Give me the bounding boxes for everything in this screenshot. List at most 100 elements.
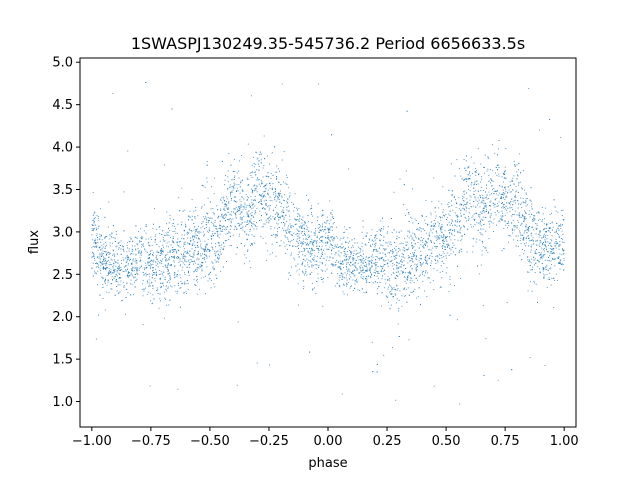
data-point	[394, 256, 396, 257]
data-point	[446, 267, 448, 269]
data-point	[513, 175, 515, 177]
data-point	[474, 171, 476, 173]
data-point	[123, 191, 125, 193]
data-point	[256, 228, 258, 230]
data-point	[449, 247, 451, 249]
data-point	[267, 194, 269, 196]
data-point	[114, 259, 115, 261]
data-point	[234, 208, 236, 210]
data-point	[503, 228, 505, 229]
data-point	[167, 231, 169, 233]
data-point	[263, 194, 265, 196]
data-point	[503, 173, 505, 175]
data-point	[483, 211, 485, 213]
data-point	[249, 213, 251, 215]
data-point	[120, 280, 122, 282]
data-point	[218, 255, 220, 257]
data-point	[530, 251, 532, 253]
data-point	[230, 245, 232, 247]
data-point	[437, 260, 439, 262]
data-point	[123, 230, 125, 232]
data-point	[421, 265, 422, 267]
data-point	[474, 219, 476, 220]
data-point	[147, 257, 149, 259]
data-point	[226, 233, 228, 234]
data-point	[328, 248, 330, 250]
data-point	[485, 247, 487, 249]
data-point	[515, 199, 516, 201]
data-point	[459, 229, 461, 231]
data-point	[297, 229, 299, 231]
data-point	[301, 224, 303, 226]
data-point	[227, 176, 229, 178]
data-point	[151, 250, 153, 252]
data-point	[384, 249, 386, 251]
data-point	[91, 234, 93, 236]
data-point	[525, 192, 527, 194]
data-point	[244, 254, 246, 256]
data-point	[96, 256, 98, 258]
data-point	[396, 268, 398, 270]
data-point	[277, 192, 279, 194]
data-point	[236, 190, 238, 191]
data-point	[350, 251, 352, 253]
data-point	[404, 250, 406, 252]
data-point	[95, 243, 96, 245]
data-point	[535, 233, 537, 235]
data-point	[270, 218, 272, 220]
data-point	[120, 240, 122, 242]
data-point	[166, 223, 167, 225]
data-point	[156, 258, 158, 260]
data-point	[310, 205, 312, 207]
data-point	[377, 288, 378, 290]
data-point	[181, 187, 183, 189]
data-point	[550, 284, 552, 286]
data-point	[169, 299, 171, 301]
data-point	[297, 254, 299, 255]
data-point	[310, 252, 312, 254]
data-point	[223, 245, 225, 247]
data-point	[314, 287, 315, 289]
data-point	[515, 210, 517, 212]
data-point	[443, 239, 444, 241]
data-point	[352, 245, 354, 247]
data-point	[463, 200, 465, 202]
data-point	[393, 288, 395, 290]
data-point	[341, 263, 343, 265]
data-point	[382, 265, 384, 267]
data-point	[451, 220, 453, 222]
data-point	[281, 222, 282, 223]
data-point	[172, 247, 174, 248]
data-point	[430, 249, 432, 251]
data-point	[432, 225, 434, 227]
data-point	[170, 264, 172, 266]
data-point	[409, 279, 411, 281]
data-point	[464, 190, 466, 192]
data-point	[511, 228, 513, 230]
data-point	[498, 167, 500, 169]
data-point	[521, 223, 523, 225]
data-point	[244, 245, 246, 247]
data-point	[100, 241, 102, 243]
data-point	[349, 227, 351, 229]
data-point	[397, 275, 399, 277]
data-point	[426, 272, 428, 274]
data-point	[188, 259, 190, 261]
data-point	[181, 260, 183, 262]
data-point	[193, 263, 194, 265]
data-point	[536, 228, 538, 230]
data-point	[297, 304, 299, 306]
data-point	[321, 246, 323, 248]
data-point	[133, 258, 134, 260]
data-point	[554, 279, 555, 281]
data-point	[247, 249, 249, 251]
data-point	[348, 246, 349, 248]
data-point	[525, 245, 527, 247]
data-point	[447, 245, 449, 247]
data-point	[540, 252, 542, 254]
data-point	[263, 186, 265, 188]
data-point	[543, 250, 545, 252]
data-point	[265, 242, 267, 244]
data-point	[437, 237, 439, 239]
data-point	[448, 213, 450, 215]
